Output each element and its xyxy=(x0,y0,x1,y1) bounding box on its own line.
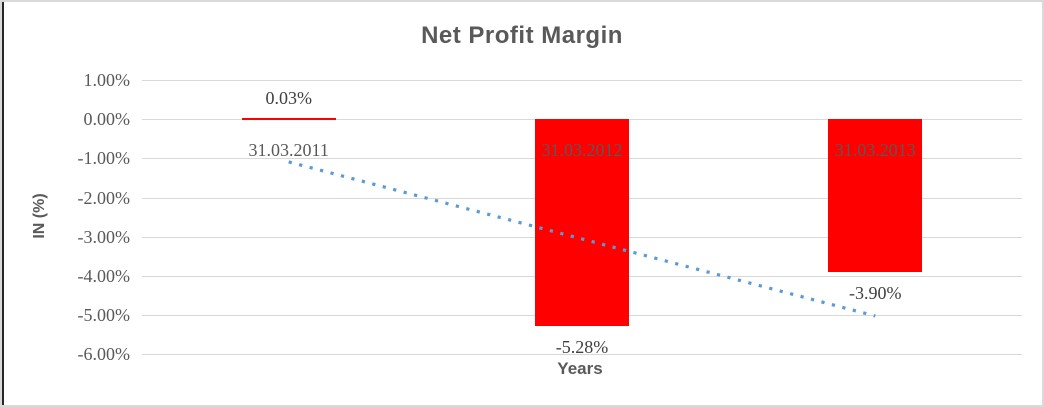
y-tick-label: -2.00% xyxy=(77,187,131,208)
bar-31.03.2012 xyxy=(535,119,629,327)
chart-title: Net Profit Margin xyxy=(421,22,623,49)
gridline xyxy=(142,354,1022,356)
bar-31.03.2013 xyxy=(828,119,923,273)
data-label: 0.03% xyxy=(265,88,312,108)
window-left-edge xyxy=(2,2,4,405)
y-tick-label: -5.00% xyxy=(77,305,131,326)
gridline xyxy=(142,80,1022,81)
y-tick-label: -6.00% xyxy=(77,344,131,365)
bar-31.03.2011 xyxy=(241,118,336,120)
y-tick-label: 0.00% xyxy=(83,109,131,130)
trendline-line xyxy=(288,160,876,318)
category-label: 31.03.2012 xyxy=(541,140,623,161)
x-axis-title: Years xyxy=(557,359,603,378)
y-tick-label: -3.00% xyxy=(77,226,131,247)
category-label: 31.03.2011 xyxy=(248,140,329,161)
category-label: 31.03.2013 xyxy=(834,140,916,161)
data-label: -3.90% xyxy=(849,283,902,304)
y-tick-label: -4.00% xyxy=(77,266,131,286)
y-tick-label: 1.00% xyxy=(83,70,131,90)
data-label: -5.28% xyxy=(555,337,609,358)
y-tick-label: -1.00% xyxy=(77,148,131,169)
